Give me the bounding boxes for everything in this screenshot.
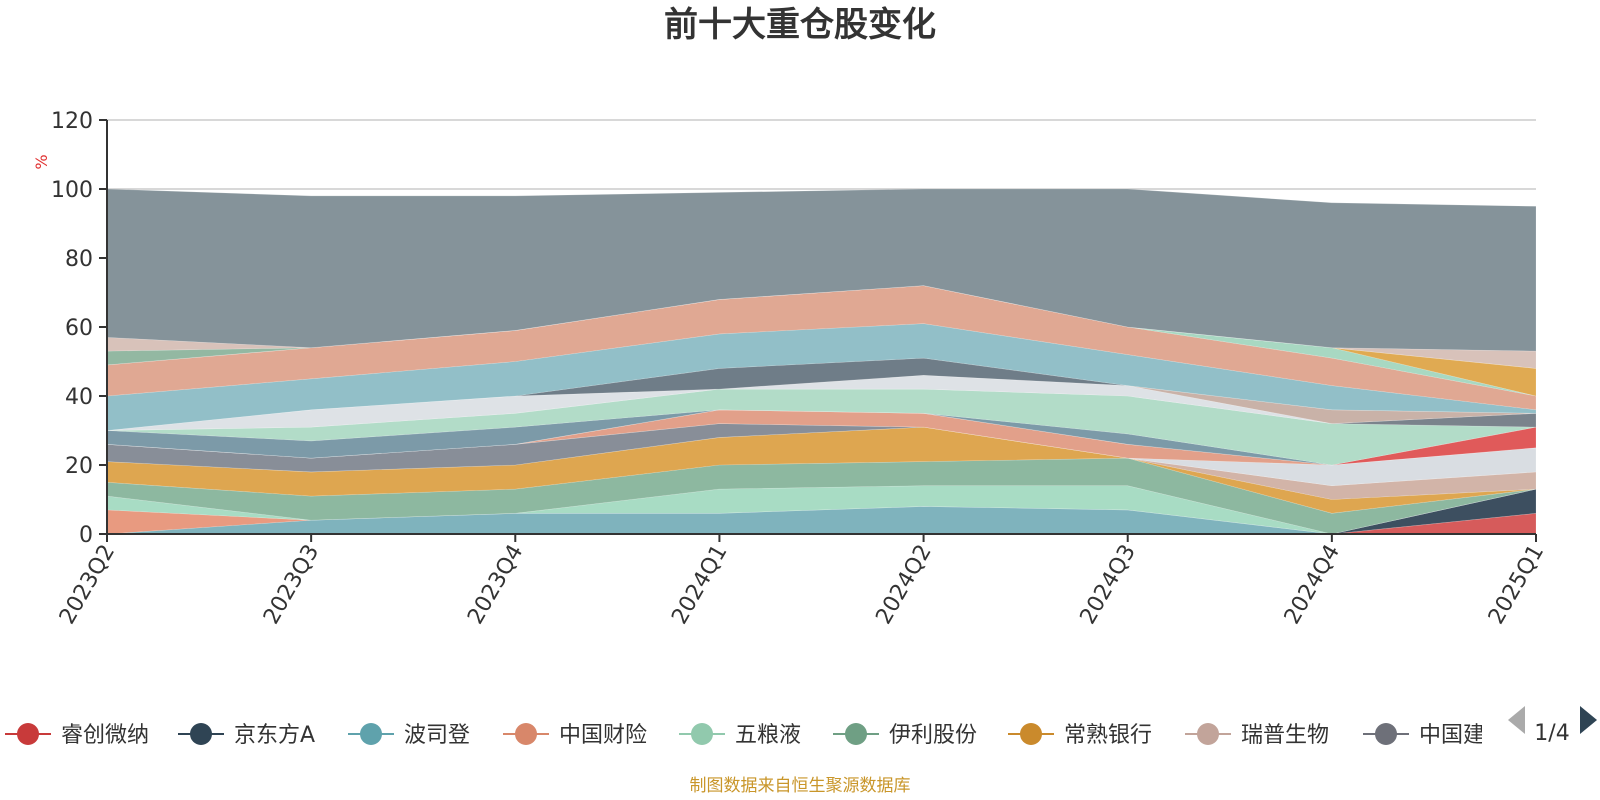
x-tick-label-2023Q4: 2023Q4 bbox=[463, 541, 528, 629]
legend-item[interactable]: 瑞普生物 bbox=[1185, 723, 1329, 748]
y-axis-unit-label: % bbox=[32, 154, 51, 169]
area-series-8 bbox=[106, 426, 1537, 500]
legend-prev-arrow-icon[interactable] bbox=[1508, 706, 1525, 734]
area-series-16 bbox=[106, 388, 1537, 431]
area-series-21 bbox=[106, 285, 1537, 411]
area-series-7 bbox=[106, 426, 1537, 514]
y-tick-label-0: 0 bbox=[79, 523, 93, 548]
legend-page-indicator: 1/4 bbox=[1534, 721, 1569, 746]
y-tick-label-40: 40 bbox=[65, 385, 93, 410]
area-series-26 bbox=[106, 188, 1537, 352]
legend-marker-icon bbox=[190, 723, 212, 745]
legend-item[interactable]: 伊利股份 bbox=[833, 723, 977, 748]
y-tick-label-60: 60 bbox=[65, 316, 93, 341]
x-tick-label-2024Q1: 2024Q1 bbox=[667, 541, 732, 629]
legend-item[interactable]: 京东方A bbox=[178, 723, 315, 748]
legend-marker-icon bbox=[515, 723, 537, 745]
legend-label: 瑞普生物 bbox=[1241, 723, 1329, 748]
y-tick-label-120: 120 bbox=[51, 109, 93, 134]
area-series-20 bbox=[106, 323, 1537, 431]
legend-next-arrow-icon[interactable] bbox=[1580, 706, 1597, 734]
legend-label: 京东方A bbox=[234, 723, 315, 748]
legend-pager: 1/4 bbox=[1508, 706, 1597, 746]
legend-marker-icon bbox=[691, 723, 713, 745]
legend-label: 五粮液 bbox=[735, 723, 801, 748]
legend-label: 波司登 bbox=[404, 723, 470, 748]
legend-item[interactable]: 常熟银行 bbox=[1008, 723, 1152, 748]
legend-marker-icon bbox=[1020, 723, 1042, 745]
x-tick-label-2023Q3: 2023Q3 bbox=[259, 541, 324, 629]
legend-item[interactable]: 五粮液 bbox=[679, 723, 801, 748]
legend-marker-icon bbox=[360, 723, 382, 745]
legend-label: 伊利股份 bbox=[889, 723, 977, 748]
legend-label: 中国财险 bbox=[559, 723, 647, 748]
x-tick-label-2025Q1: 2025Q1 bbox=[1484, 541, 1549, 629]
y-tick-label-100: 100 bbox=[51, 178, 93, 203]
chart-title: 前十大重仓股变化 bbox=[664, 5, 936, 45]
legend: 睿创微纳 京东方A 波司登 中国财险 五粮液 伊利股份 常熟银行 瑞普生物 中国建 bbox=[5, 723, 1485, 748]
y-tick-label-20: 20 bbox=[65, 454, 93, 479]
x-tick-label-2024Q4: 2024Q4 bbox=[1280, 541, 1345, 629]
x-tick-label-2024Q2: 2024Q2 bbox=[871, 541, 936, 629]
legend-label: 中国建 bbox=[1419, 723, 1485, 748]
x-tick-label-2024Q3: 2024Q3 bbox=[1076, 541, 1141, 629]
legend-marker-icon bbox=[1375, 723, 1397, 745]
legend-item[interactable]: 中国建 bbox=[1363, 723, 1485, 748]
legend-marker-icon bbox=[845, 723, 867, 745]
legend-marker-icon bbox=[1197, 723, 1219, 745]
y-tick-label-80: 80 bbox=[65, 247, 93, 272]
area-series-group bbox=[106, 188, 1537, 535]
x-tick-label-2023Q2: 2023Q2 bbox=[55, 541, 120, 629]
legend-marker-icon bbox=[17, 723, 39, 745]
legend-item[interactable]: 波司登 bbox=[348, 723, 470, 748]
legend-item[interactable]: 中国财险 bbox=[503, 723, 647, 748]
area-series-10 bbox=[106, 423, 1537, 487]
legend-item[interactable]: 睿创微纳 bbox=[5, 723, 149, 748]
data-source-footer: 制图数据来自恒生聚源数据库 bbox=[690, 776, 911, 796]
legend-label: 睿创微纳 bbox=[61, 723, 149, 748]
legend-label: 常熟银行 bbox=[1064, 723, 1152, 748]
legend-items: 睿创微纳 京东方A 波司登 中国财险 五粮液 伊利股份 常熟银行 瑞普生物 中国建 bbox=[5, 723, 1485, 748]
